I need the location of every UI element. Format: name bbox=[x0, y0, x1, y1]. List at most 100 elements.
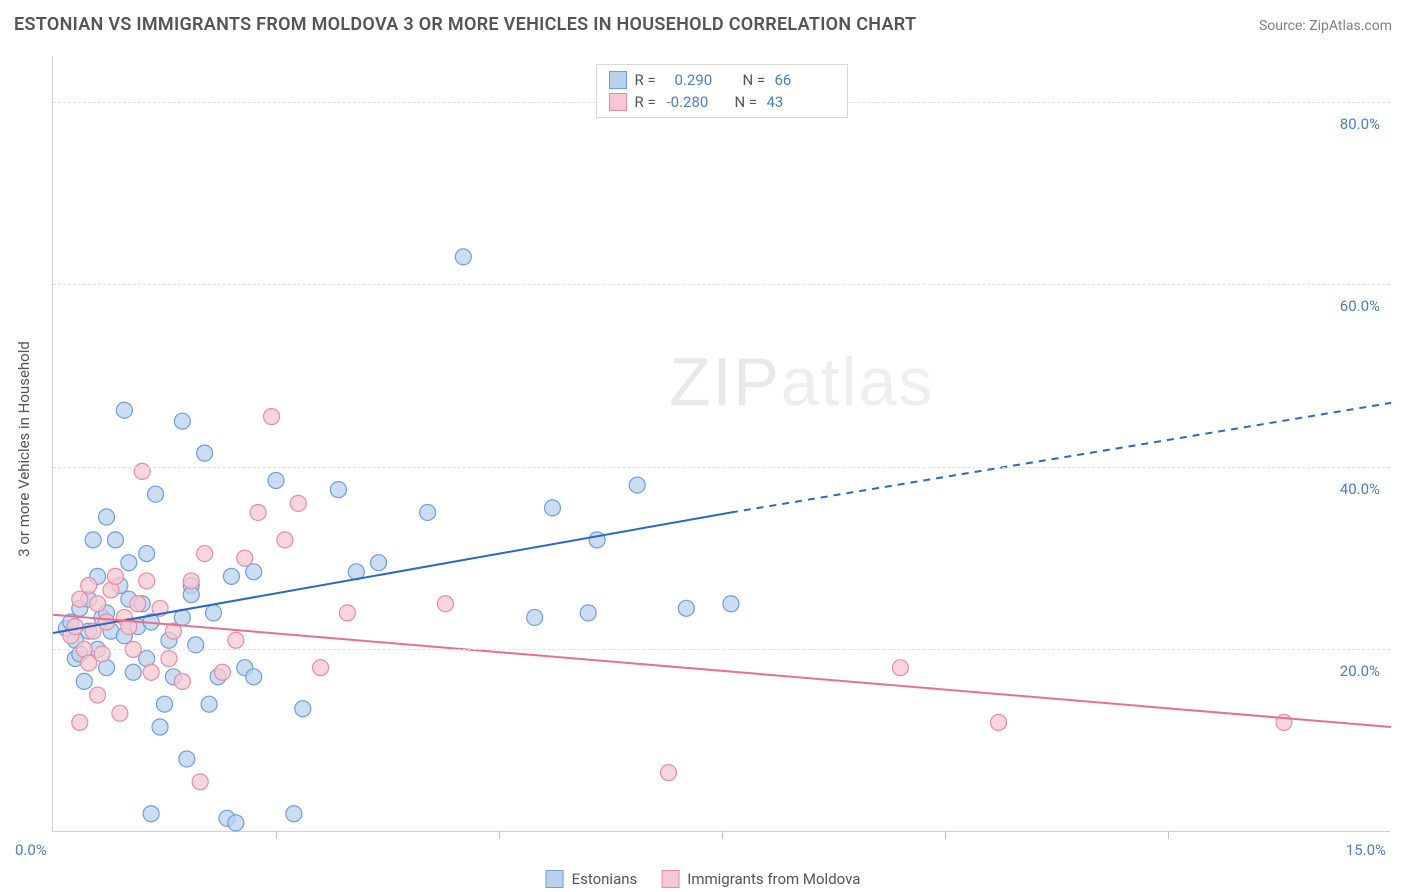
regression-line-extrapolated bbox=[731, 403, 1391, 513]
data-point bbox=[437, 596, 453, 612]
data-point bbox=[629, 477, 645, 493]
legend-label-estonians: Estonians bbox=[572, 870, 638, 888]
data-point bbox=[678, 600, 694, 616]
data-point bbox=[580, 605, 596, 621]
data-point bbox=[174, 673, 190, 689]
data-point bbox=[143, 806, 159, 822]
data-point bbox=[139, 546, 155, 562]
grid-line bbox=[53, 467, 1390, 468]
data-point bbox=[527, 609, 543, 625]
r-label: R = bbox=[635, 93, 659, 111]
data-point bbox=[197, 445, 213, 461]
data-point bbox=[143, 664, 159, 680]
legend-label-moldova: Immigrants from Moldova bbox=[687, 870, 860, 888]
data-point bbox=[228, 815, 244, 831]
data-point bbox=[339, 605, 355, 621]
swatch-moldova bbox=[661, 870, 679, 888]
r-label: R = bbox=[635, 71, 659, 89]
data-point bbox=[116, 402, 132, 418]
data-point bbox=[228, 632, 244, 648]
data-point bbox=[134, 463, 150, 479]
data-point bbox=[991, 714, 1007, 730]
data-point bbox=[130, 596, 146, 612]
swatch-estonians bbox=[546, 870, 564, 888]
data-point bbox=[313, 660, 329, 676]
data-point bbox=[290, 495, 306, 511]
data-point bbox=[206, 605, 222, 621]
data-point bbox=[139, 573, 155, 589]
legend-row-moldova: R = -0.280 N = 43 bbox=[609, 91, 835, 113]
data-point bbox=[99, 509, 115, 525]
data-point bbox=[183, 573, 199, 589]
data-point bbox=[455, 249, 471, 265]
n-label: N = bbox=[743, 71, 767, 89]
data-point bbox=[237, 550, 253, 566]
y-tick-label: 20.0% bbox=[1340, 662, 1380, 680]
r-value-estonians: 0.290 bbox=[675, 71, 735, 89]
data-point bbox=[201, 696, 217, 712]
swatch-moldova bbox=[609, 93, 627, 111]
data-point bbox=[81, 578, 97, 594]
x-tick bbox=[945, 831, 946, 839]
y-axis-label: 3 or more Vehicles in Household bbox=[15, 341, 33, 557]
n-value-estonians: 66 bbox=[775, 71, 835, 89]
data-point bbox=[76, 673, 92, 689]
data-point bbox=[152, 719, 168, 735]
legend-item-moldova: Immigrants from Moldova bbox=[661, 870, 860, 888]
data-point bbox=[72, 591, 88, 607]
legend-item-estonians: Estonians bbox=[546, 870, 638, 888]
data-point bbox=[161, 651, 177, 667]
data-point bbox=[85, 532, 101, 548]
chart-svg bbox=[53, 56, 1390, 831]
data-point bbox=[179, 751, 195, 767]
grid-line bbox=[53, 284, 1390, 285]
data-point bbox=[174, 413, 190, 429]
data-point bbox=[330, 482, 346, 498]
data-point bbox=[277, 532, 293, 548]
data-point bbox=[157, 696, 173, 712]
correlation-legend: R = 0.290 N = 66 R = -0.280 N = 43 bbox=[596, 64, 848, 118]
x-tick bbox=[499, 831, 500, 839]
data-point bbox=[107, 568, 123, 584]
x-tick-label: 15.0% bbox=[1346, 841, 1386, 859]
plot-area: ZIPatlas R = 0.290 N = 66 R = -0.280 N =… bbox=[52, 56, 1390, 832]
data-point bbox=[107, 532, 123, 548]
data-point bbox=[121, 555, 137, 571]
y-tick-label: 80.0% bbox=[1340, 115, 1380, 133]
data-point bbox=[125, 664, 141, 680]
n-value-moldova: 43 bbox=[767, 93, 827, 111]
source-attribution: Source: ZipAtlas.com bbox=[1259, 18, 1392, 34]
x-tick-label: 0.0% bbox=[15, 841, 47, 859]
data-point bbox=[94, 646, 110, 662]
data-point bbox=[223, 568, 239, 584]
data-point bbox=[90, 596, 106, 612]
grid-line bbox=[53, 649, 1390, 650]
data-point bbox=[268, 473, 284, 489]
data-point bbox=[723, 596, 739, 612]
data-point bbox=[246, 564, 262, 580]
y-tick-label: 40.0% bbox=[1340, 480, 1380, 498]
data-point bbox=[197, 546, 213, 562]
data-point bbox=[90, 687, 106, 703]
r-value-moldova: -0.280 bbox=[667, 93, 727, 111]
data-point bbox=[286, 806, 302, 822]
n-label: N = bbox=[735, 93, 759, 111]
data-point bbox=[72, 714, 88, 730]
data-point bbox=[148, 486, 164, 502]
data-point bbox=[264, 409, 280, 425]
swatch-estonians bbox=[609, 71, 627, 89]
data-point bbox=[214, 664, 230, 680]
legend-row-estonians: R = 0.290 N = 66 bbox=[609, 69, 835, 91]
data-point bbox=[295, 701, 311, 717]
data-point bbox=[660, 765, 676, 781]
data-point bbox=[188, 637, 204, 653]
data-point bbox=[545, 500, 561, 516]
data-point bbox=[67, 619, 83, 635]
x-tick bbox=[722, 831, 723, 839]
data-point bbox=[112, 705, 128, 721]
data-point bbox=[192, 774, 208, 790]
series-legend: Estonians Immigrants from Moldova bbox=[546, 870, 861, 888]
data-point bbox=[892, 660, 908, 676]
data-point bbox=[420, 504, 436, 520]
data-point bbox=[371, 555, 387, 571]
